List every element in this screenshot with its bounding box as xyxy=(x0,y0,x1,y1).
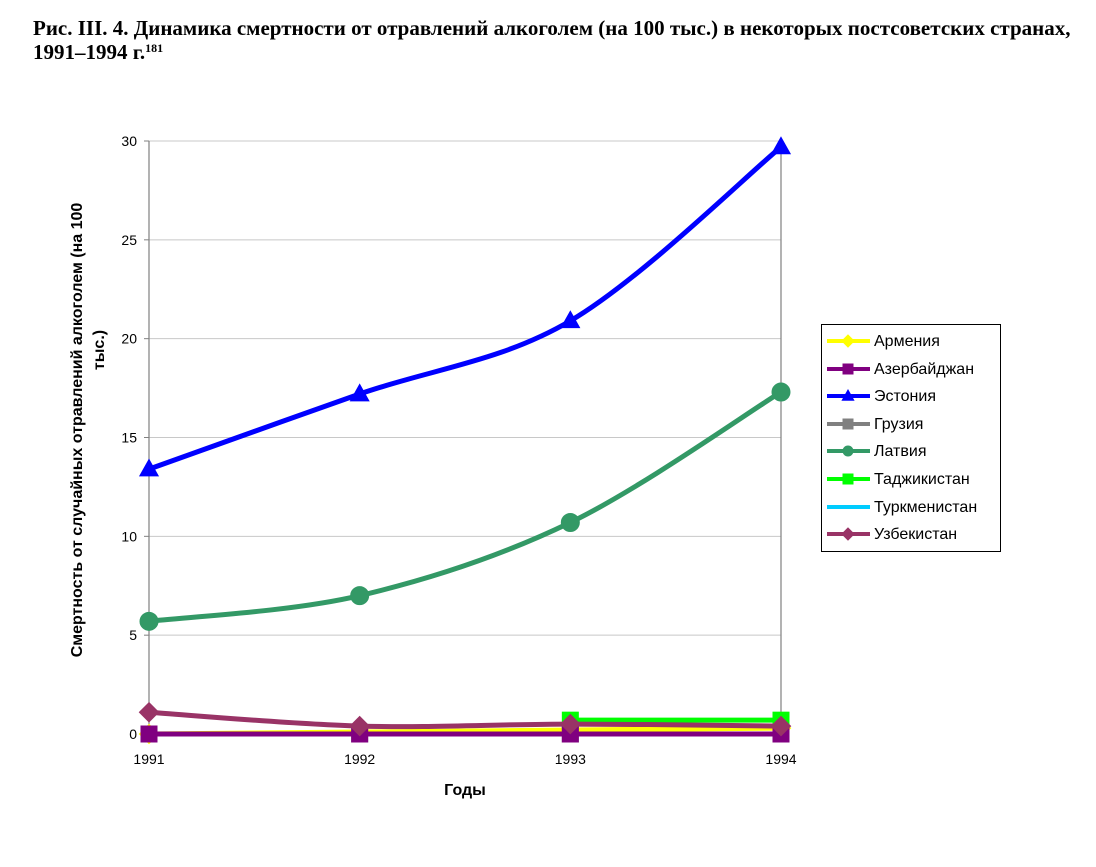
x-tick-label: 1991 xyxy=(133,751,164,767)
data-point xyxy=(138,458,160,477)
series-7 xyxy=(138,701,792,737)
chart-title: Рис. III. 4. Динамика смертности от отра… xyxy=(33,16,1073,64)
legend-swatch xyxy=(827,389,870,401)
legend-label: Армения xyxy=(874,333,940,350)
y-tick-label: 30 xyxy=(121,133,137,149)
y-tick-label: 20 xyxy=(121,331,137,347)
legend-item: Туркменистан xyxy=(822,496,1000,518)
x-tick-label: 1992 xyxy=(344,751,375,767)
legend-swatch xyxy=(827,418,870,430)
legend-item: Латвия xyxy=(822,440,1000,462)
legend-item: Армения xyxy=(822,330,1000,352)
legend-swatch xyxy=(827,473,870,485)
chart-legend: Армения Азербайджан Эстония Грузия Латвия Тад… xyxy=(821,324,1001,552)
legend-item: Эстония xyxy=(822,385,1000,407)
legend-marker xyxy=(842,418,854,430)
legend-marker xyxy=(842,445,854,457)
y-tick-label: 25 xyxy=(121,232,137,248)
data-point xyxy=(349,383,370,402)
data-point xyxy=(771,382,791,402)
y-tick-label: 0 xyxy=(129,726,137,742)
legend-item: Узбекистан xyxy=(822,523,1000,545)
data-point xyxy=(350,586,370,606)
figure-caption: Динамика смертности от отравлений алкого… xyxy=(33,16,1071,64)
legend-item: Азербайджан xyxy=(822,358,1000,380)
legend-marker xyxy=(841,334,855,348)
y-tick-label: 5 xyxy=(129,627,137,643)
legend-label: Узбекистан xyxy=(874,526,958,544)
legend-marker xyxy=(842,473,854,485)
legend-swatch xyxy=(827,334,870,348)
series-line xyxy=(146,389,784,624)
legend-swatch xyxy=(827,363,870,375)
legend-label: Грузия xyxy=(874,415,924,433)
legend-swatch xyxy=(827,527,870,541)
legend-label: Азербайджан xyxy=(874,360,975,378)
y-axis-label: Смертность от случайных отравлений алког… xyxy=(69,203,108,658)
legend-marker xyxy=(841,389,855,401)
legend-swatch xyxy=(827,504,870,509)
legend-label: Туркменистан xyxy=(874,498,978,516)
data-point xyxy=(560,713,581,735)
legend-marker xyxy=(842,363,854,375)
legend-item: Таджикистан xyxy=(822,468,1000,490)
x-tick-label: 1993 xyxy=(555,751,586,767)
data-point xyxy=(139,611,159,631)
y-axis-label-line: Смертность от случайных отравлений алког… xyxy=(69,203,86,658)
series-line xyxy=(146,144,784,472)
series-2 xyxy=(138,136,792,477)
legend-item: Грузия xyxy=(822,413,1000,435)
legend-label: Таджикистан xyxy=(874,471,970,488)
data-point xyxy=(770,715,792,737)
data-point xyxy=(138,701,160,723)
y-axis-label-line: тыс.) xyxy=(91,330,108,370)
x-axis-label: Годы xyxy=(444,782,486,799)
legend-label: Латвия xyxy=(874,443,927,461)
data-point xyxy=(770,136,792,155)
y-tick-label: 15 xyxy=(121,430,137,446)
series-4 xyxy=(139,382,791,631)
figure-number: Рис. III. 4. xyxy=(33,16,129,40)
data-point xyxy=(349,715,370,737)
data-point xyxy=(560,512,580,532)
x-tick-label: 1994 xyxy=(765,751,796,767)
series-line xyxy=(146,709,784,730)
footnote-ref: 181 xyxy=(145,41,164,55)
y-tick-label: 10 xyxy=(121,528,137,544)
data-point xyxy=(140,725,158,743)
data-point xyxy=(560,310,581,329)
legend-label: Эстония xyxy=(874,388,936,406)
legend-swatch xyxy=(827,445,870,457)
legend-marker xyxy=(841,527,855,541)
